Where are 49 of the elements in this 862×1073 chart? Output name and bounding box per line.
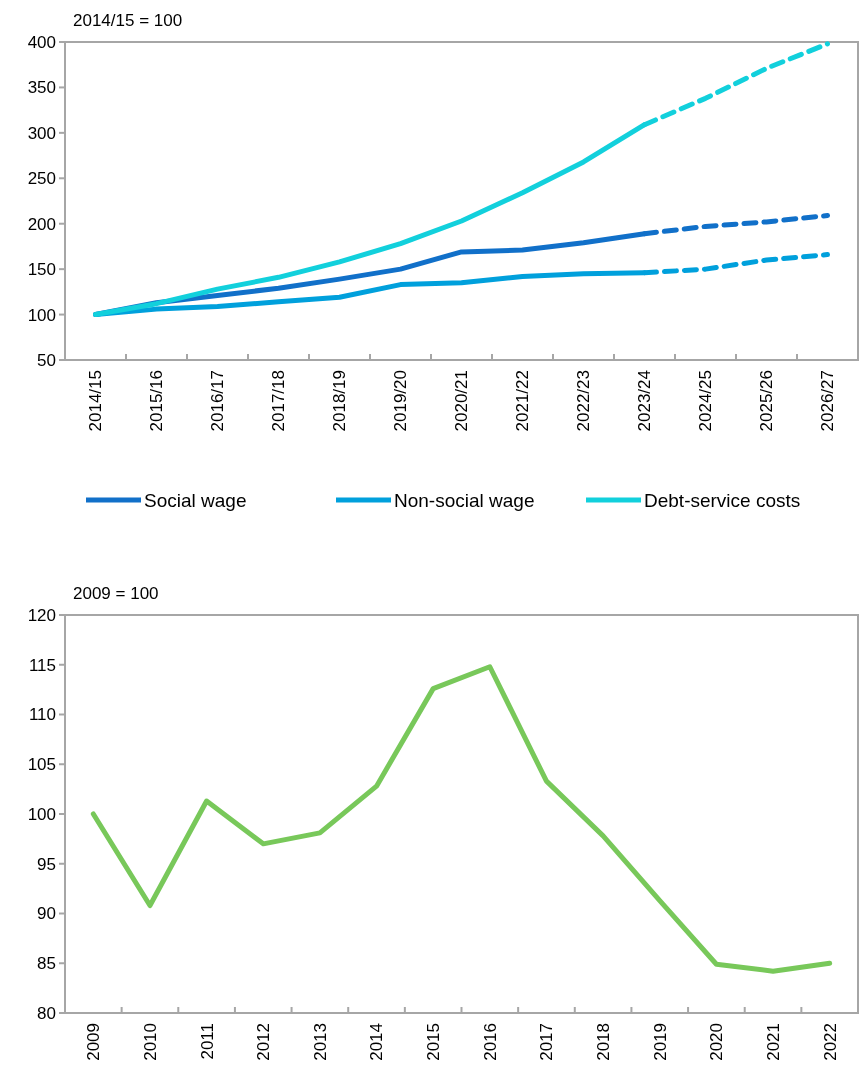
y-tick-label: 400 — [27, 32, 56, 52]
y-tick-label: 100 — [27, 804, 56, 824]
y-tick-label: 50 — [37, 350, 56, 370]
x-tick-label: 2009 — [84, 1023, 104, 1061]
x-tick-label: 2025/26 — [757, 370, 777, 432]
x-tick-label: 2015/16 — [147, 370, 167, 432]
x-tick-label: 2019/20 — [391, 370, 411, 432]
x-tick-label: 2019 — [650, 1023, 670, 1061]
x-tick-label: 2015 — [424, 1023, 444, 1061]
x-tick-label: 2012 — [254, 1023, 274, 1061]
y-tick-label: 350 — [27, 78, 56, 98]
x-tick-label: 2020 — [707, 1023, 727, 1061]
x-tick-label: 2016/17 — [208, 370, 228, 432]
x-tick-label: 2010 — [140, 1023, 160, 1061]
y-tick-label: 90 — [37, 904, 56, 924]
y-tick-label: 85 — [37, 954, 56, 974]
x-tick-label: 2014 — [367, 1023, 387, 1061]
legend-label: Social wage — [144, 489, 247, 511]
x-tick-label: 2013 — [310, 1023, 330, 1061]
x-tick-label: 2021/22 — [513, 370, 533, 432]
y-tick-label: 120 — [27, 605, 56, 625]
x-tick-label: 2022 — [820, 1023, 840, 1061]
x-tick-label: 2020/21 — [452, 370, 472, 432]
legend-label: Debt-service costs — [644, 489, 801, 511]
x-tick-label: 2026/27 — [818, 370, 838, 432]
y-tick-label: 95 — [37, 854, 56, 874]
y-tick-label: 250 — [27, 169, 56, 189]
x-tick-label: 2011 — [197, 1023, 217, 1060]
x-tick-label: 2018 — [594, 1023, 614, 1061]
x-tick-label: 2018/19 — [330, 370, 350, 432]
x-tick-label: 2021 — [763, 1023, 783, 1061]
y-tick-label: 115 — [28, 655, 56, 675]
x-tick-label: 2017 — [537, 1023, 557, 1061]
x-tick-label: 2024/25 — [696, 370, 716, 432]
y-tick-label: 80 — [37, 1003, 56, 1023]
y-tick-label: 150 — [27, 260, 56, 280]
x-tick-label: 2023/24 — [635, 370, 655, 432]
y-axis-title: 2014/15 = 100 — [73, 11, 183, 30]
legend-label: Non-social wage — [394, 489, 535, 511]
y-tick-label: 300 — [27, 123, 56, 143]
x-tick-label: 2022/23 — [574, 370, 594, 432]
x-tick-label: 2016 — [480, 1023, 500, 1061]
y-tick-label: 100 — [27, 305, 56, 325]
x-tick-label: 2017/18 — [269, 370, 289, 432]
y-axis-title: 2009 = 100 — [73, 584, 159, 603]
y-tick-label: 200 — [27, 214, 56, 234]
y-tick-label: 105 — [27, 755, 56, 775]
x-tick-label: 2014/15 — [86, 370, 106, 432]
y-tick-label: 110 — [28, 705, 56, 725]
